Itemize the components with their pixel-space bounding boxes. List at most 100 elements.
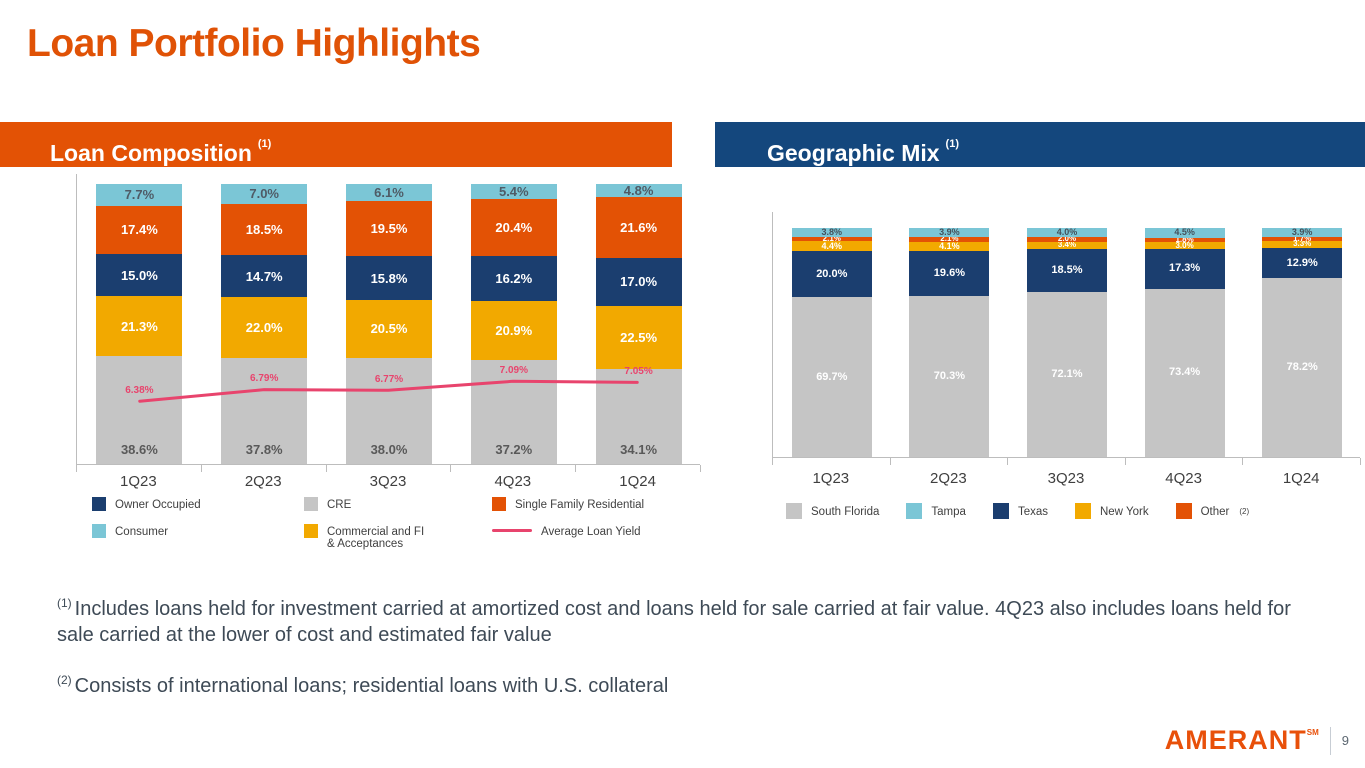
bar-segment-value: 19.5% bbox=[370, 221, 408, 237]
legend-footnote-ref: (2) bbox=[1239, 506, 1250, 516]
legend-swatch bbox=[304, 524, 318, 538]
average-loan-yield-value: 6.38% bbox=[125, 385, 154, 396]
x-axis-label: 1Q23 bbox=[812, 470, 850, 487]
footnote-2-text: Consists of international loans; residen… bbox=[74, 675, 669, 697]
legend-label: New York bbox=[1099, 506, 1149, 518]
bar-segment-value: 19.6% bbox=[933, 266, 965, 279]
bar-segment-value: 12.9% bbox=[1286, 256, 1318, 269]
bar-segment-value: 4.4% bbox=[821, 240, 843, 251]
bar-segment-value: 22.5% bbox=[620, 329, 658, 345]
bar-segment-tampa: 4.5% bbox=[1144, 227, 1225, 239]
bar-segment-new-york: 4.4% bbox=[791, 240, 872, 252]
bar-segment-cre: 37.8% bbox=[221, 358, 308, 464]
bar-segment-other: 2.1% bbox=[791, 234, 872, 242]
bar-segment-value: 3.9% bbox=[1291, 226, 1313, 237]
legend-swatch bbox=[492, 497, 506, 511]
legend-label: CRE bbox=[327, 499, 352, 511]
legend-label: South Florida bbox=[811, 506, 880, 518]
bar-segment-value: 7.7% bbox=[124, 187, 155, 203]
axis-tick bbox=[700, 465, 701, 472]
x-axis-label: 1Q24 bbox=[1282, 470, 1320, 487]
bar-segment-commercial-and-fi-acceptances: 22.0% bbox=[221, 296, 308, 359]
axis-tick bbox=[1124, 458, 1126, 465]
bar-segment-texas: 12.9% bbox=[1262, 248, 1343, 278]
bar-segment-value: 37.2% bbox=[495, 442, 533, 457]
legend-swatch bbox=[1175, 503, 1192, 519]
legend-swatch bbox=[786, 503, 802, 519]
bar-segment-owner-occupied: 15.8% bbox=[346, 256, 432, 301]
page-number: 9 bbox=[1341, 733, 1349, 748]
x-axis-label: 1Q24 bbox=[619, 473, 656, 490]
bar-segment-value: 18.5% bbox=[245, 222, 283, 237]
bar-segment-single-family-residential: 17.4% bbox=[96, 205, 183, 255]
bar-segment-value: 17.4% bbox=[120, 222, 158, 238]
bar-segment-commercial-and-fi-acceptances: 20.9% bbox=[470, 301, 557, 360]
axis-tick bbox=[575, 465, 577, 472]
axis-tick bbox=[772, 458, 773, 465]
bar-segment-new-york: 3.3% bbox=[1262, 240, 1343, 249]
bar-segment-value: 78.2% bbox=[1286, 360, 1318, 373]
axis-tick bbox=[1360, 458, 1361, 465]
bar-segment-tampa: 3.9% bbox=[1262, 226, 1343, 237]
geographic-mix-legend: South Florida Tampa Texas New York Other (2) bbox=[786, 503, 1276, 519]
bar-segment-value: 17.0% bbox=[620, 274, 658, 290]
bar-segment-value: 20.9% bbox=[495, 323, 533, 339]
bar-segment-tampa: 4.0% bbox=[1027, 226, 1107, 237]
x-axis-label: 4Q23 bbox=[494, 473, 532, 490]
bar-segment-south-florida: 69.7% bbox=[791, 297, 872, 457]
legend-item-owner-occupied: Owner Occupied bbox=[92, 497, 304, 511]
bar-segment-value: 18.5% bbox=[1051, 264, 1083, 276]
loan-composition-footnote-ref: (1) bbox=[257, 138, 272, 150]
bar-segment-texas: 19.6% bbox=[909, 251, 990, 296]
average-loan-yield-value: 6.79% bbox=[250, 373, 279, 385]
bar-segment-value: 3.8% bbox=[821, 226, 843, 237]
bar-segment-new-york: 3.0% bbox=[1144, 240, 1225, 250]
legend-label: Texas bbox=[1017, 506, 1048, 518]
legend-label: Single Family Residential bbox=[515, 499, 645, 511]
bar-segment-value: 73.4% bbox=[1168, 366, 1201, 379]
legend-item-commercial-and-fi-acceptances: Commercial and FI & Acceptances bbox=[304, 524, 492, 550]
axis-tick bbox=[76, 465, 77, 472]
axis-tick bbox=[200, 465, 202, 472]
service-mark: SM bbox=[1306, 728, 1319, 737]
amerant-logo-text: AMERANT bbox=[1164, 725, 1307, 755]
geographic-mix-chart: 69.7% 20.0% 4.4% 2.1% 3.8% 70.3% 19.6% 4.1% 2.1%… bbox=[772, 212, 1360, 458]
footnote-1-ref: (1) bbox=[57, 596, 72, 611]
bar-segment-cre: 34.1% bbox=[595, 368, 682, 464]
bar-segment-tampa: 3.8% bbox=[791, 226, 872, 237]
bar-segment-value: 14.7% bbox=[245, 268, 283, 284]
axis-tick bbox=[1242, 458, 1244, 465]
bar-segment-new-york: 4.1% bbox=[909, 241, 990, 251]
geographic-mix-title: Geographic Mix bbox=[767, 140, 940, 166]
bar-segment-value: 4.8% bbox=[623, 183, 654, 199]
footnote-1: (1) Includes loans held for investment ca… bbox=[57, 596, 1319, 649]
bar-segment-owner-occupied: 16.2% bbox=[470, 255, 557, 302]
bar-segment-owner-occupied: 14.7% bbox=[221, 255, 308, 297]
geographic-mix-header: Geographic Mix (1) bbox=[715, 122, 1365, 167]
bar-segment-value: 15.0% bbox=[120, 267, 158, 283]
bar-segment-consumer: 7.0% bbox=[221, 184, 308, 204]
bar-segment-single-family-residential: 20.4% bbox=[470, 198, 557, 256]
bar-segment-other: 2.0% bbox=[1027, 235, 1107, 243]
bar-segment-texas: 18.5% bbox=[1027, 249, 1107, 292]
legend-swatch bbox=[92, 497, 106, 511]
footnote-2: (2) Consists of international loans; resi… bbox=[57, 673, 1319, 699]
bar-segment-consumer: 5.4% bbox=[470, 183, 557, 199]
legend-swatch bbox=[92, 524, 106, 538]
bar-segment-south-florida: 70.3% bbox=[909, 295, 990, 457]
footer-divider bbox=[1329, 726, 1331, 755]
bar-segment-value: 20.0% bbox=[816, 267, 848, 280]
bar-segment-value: 4.0% bbox=[1056, 226, 1078, 237]
bar-segment-single-family-residential: 19.5% bbox=[346, 201, 432, 256]
bar-segment-value: 38.6% bbox=[120, 442, 158, 457]
legend-label: Average Loan Yield bbox=[541, 526, 641, 538]
average-loan-yield-value: 7.09% bbox=[499, 365, 528, 376]
bar-segment-value: 21.3% bbox=[120, 318, 158, 334]
x-axis-label: 2Q23 bbox=[244, 473, 282, 490]
bar-segment-value: 3.0% bbox=[1175, 240, 1194, 250]
loan-composition-title: Loan Composition bbox=[50, 140, 252, 166]
bar-segment-texas: 17.3% bbox=[1144, 249, 1225, 289]
footnote-1-text: Includes loans held for investment carri… bbox=[57, 598, 1291, 647]
bar-segment-value: 2.1% bbox=[940, 234, 959, 244]
